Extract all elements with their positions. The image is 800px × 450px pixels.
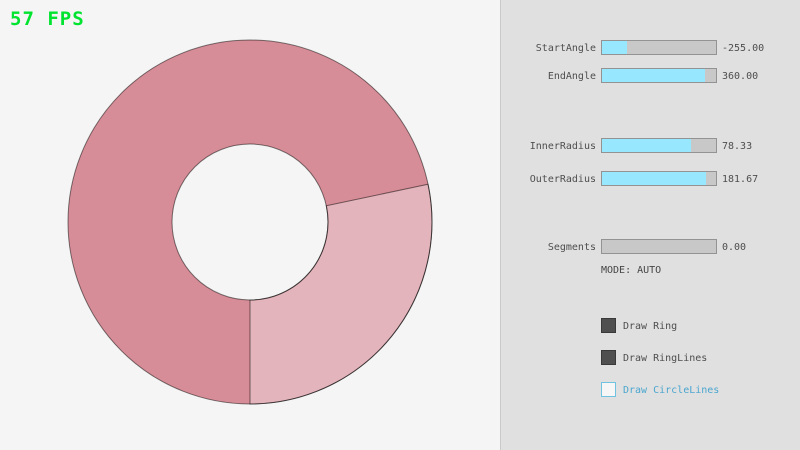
segments-label: Segments [547, 242, 596, 253]
inner-radius-value: 78.33 [722, 141, 753, 152]
mode-label: MODE: AUTO [601, 265, 662, 276]
draw-ring-checkbox[interactable] [601, 318, 616, 333]
outer-radius-slider-fill [602, 172, 706, 185]
outer-radius-slider[interactable] [601, 171, 717, 186]
ring-outer-line [67, 39, 433, 405]
draw-ring-label: Draw Ring [623, 321, 678, 332]
draw-circlelines-label: Draw CircleLines [623, 385, 720, 396]
start-angle-slider[interactable] [601, 40, 717, 55]
inner-radius-slider-fill [602, 139, 691, 152]
slider-row-segments: Segments 0.00 [501, 239, 800, 255]
ring-single-region [249, 183, 433, 405]
slider-row-inner-radius: InnerRadius 78.33 [501, 138, 800, 154]
slider-row-outer-radius: OuterRadius 181.67 [501, 171, 800, 187]
ring-figure [67, 39, 433, 405]
inner-radius-label: InnerRadius [529, 141, 596, 152]
start-angle-label: StartAngle [535, 43, 596, 54]
inner-radius-slider[interactable] [601, 138, 717, 153]
segments-value: 0.00 [722, 242, 747, 253]
ring-inner-line [171, 143, 329, 301]
slider-row-end-angle: EndAngle 360.00 [501, 68, 800, 84]
end-angle-slider[interactable] [601, 68, 717, 83]
start-angle-value: -255.00 [722, 43, 765, 54]
draw-ringlines-label: Draw RingLines [623, 353, 708, 364]
slider-row-start-angle: StartAngle -255.00 [501, 40, 800, 56]
draw-ringlines-checkbox[interactable] [601, 350, 616, 365]
draw-circlelines-checkbox[interactable] [601, 382, 616, 397]
segments-slider[interactable] [601, 239, 717, 254]
fps-counter: 57 FPS [10, 8, 85, 30]
start-angle-slider-fill [602, 41, 628, 54]
outer-radius-label: OuterRadius [529, 174, 596, 185]
controls-panel: StartAngle -255.00 EndAngle 360.00 Inner… [500, 0, 800, 450]
outer-radius-value: 181.67 [722, 174, 759, 185]
render-canvas: 57 FPS [10, 8, 433, 405]
end-angle-value: 360.00 [722, 71, 759, 82]
end-angle-label: EndAngle [547, 71, 596, 82]
end-angle-slider-fill [602, 69, 705, 82]
